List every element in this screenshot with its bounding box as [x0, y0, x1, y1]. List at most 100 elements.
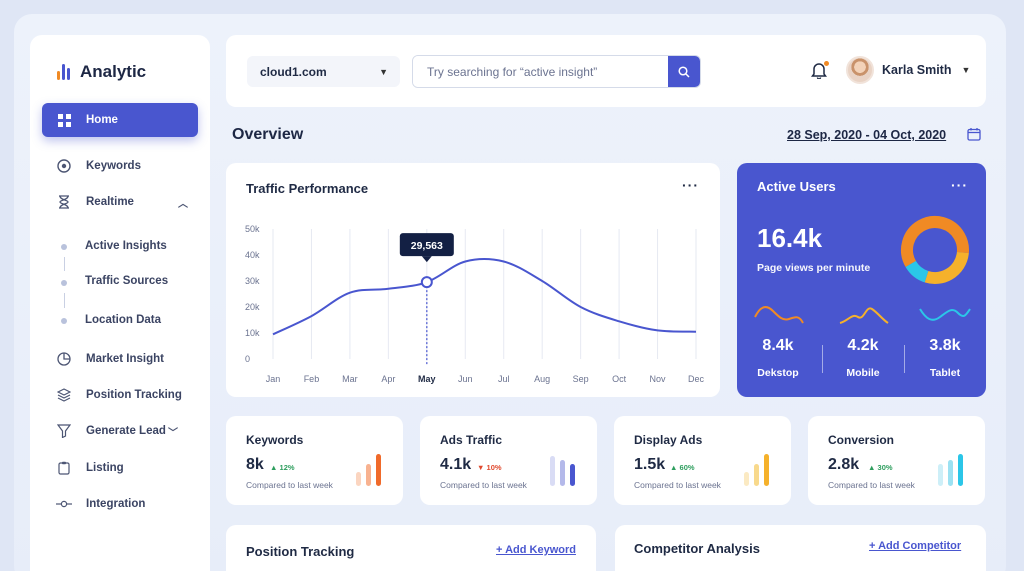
- stat-card-keywords: Keywords 8k ▲ 12% Compared to last week: [226, 416, 403, 505]
- user-name: Karla Smith: [882, 63, 952, 77]
- stat-card-display-ads: Display Ads 1.5k ▲ 60% Compared to last wee…: [614, 416, 791, 505]
- date-range[interactable]: 28 Sep, 2020 - 04 Oct, 2020: [787, 128, 947, 142]
- device-value: 4.2k: [847, 337, 879, 354]
- donut-slice-mobile: [901, 216, 969, 284]
- arrow-up-icon: ▲: [670, 463, 678, 472]
- stat-compare: Compared to last week: [246, 480, 333, 490]
- x-tick-label: Jul: [498, 374, 510, 384]
- card-title: Traffic Performance: [246, 181, 369, 196]
- card-title: Position Tracking: [246, 544, 355, 559]
- stat-name: Display Ads: [634, 433, 703, 447]
- stat-bar: [550, 456, 555, 486]
- sidebar-item-home[interactable]: Home: [42, 103, 198, 137]
- x-tick-label: Jan: [266, 374, 281, 384]
- stat-value: 1.5k: [634, 456, 666, 473]
- device-label: Dekstop: [757, 367, 799, 379]
- sidebar-item-listing[interactable]: Listing: [42, 451, 198, 485]
- stat-bars: [744, 454, 769, 486]
- notification-dot: [824, 61, 829, 66]
- traffic-performance-card: Traffic Performance ··· 0 10k 20k 30k 40k 50k…: [226, 163, 720, 397]
- add-competitor-link[interactable]: + Add Competitor: [869, 540, 962, 552]
- sidebar-sub-location-data[interactable]: Location Data: [85, 314, 162, 326]
- y-tick-label: 40k: [245, 250, 260, 260]
- tree-dot: [61, 280, 67, 286]
- stat-change-value: 12%: [279, 463, 295, 472]
- sidebar-item-market-insight[interactable]: Market Insight: [42, 342, 198, 376]
- sidebar-item-label: Generate Lead: [86, 425, 166, 437]
- x-tick-label: Apr: [381, 374, 395, 384]
- device-mobile: 4.2k Mobile: [828, 303, 898, 379]
- search-input[interactable]: [413, 56, 668, 87]
- user-menu[interactable]: Karla Smith ▼: [846, 56, 970, 84]
- search-icon: [678, 65, 690, 78]
- active-users-card: Active Users ··· 16.4k Page views per mi…: [737, 163, 986, 397]
- target-icon: [56, 158, 72, 174]
- sidebar-item-position-tracking[interactable]: Position Tracking: [42, 378, 198, 412]
- divider: [904, 345, 905, 373]
- stat-bar: [376, 454, 381, 486]
- stat-compare: Compared to last week: [440, 480, 527, 490]
- y-tick-label: 50k: [245, 224, 260, 234]
- layers-icon: [56, 387, 72, 403]
- sidebar-sub-active-insights[interactable]: Active Insights: [85, 240, 167, 252]
- top-bar: cloud1.com ▼ Karla Smith ▼: [226, 35, 986, 107]
- clipboard-icon: [56, 460, 72, 476]
- more-options-icon[interactable]: ···: [951, 177, 968, 193]
- stat-bars: [356, 454, 381, 486]
- x-tick-label: Oct: [612, 374, 627, 384]
- x-tick-label: Mar: [342, 374, 358, 384]
- competitor-analysis-card: Competitor Analysis + Add Competitor: [615, 525, 986, 571]
- calendar-icon[interactable]: [967, 127, 981, 141]
- app-name: Analytic: [80, 62, 147, 81]
- y-tick-label: 20k: [245, 302, 260, 312]
- stat-change: ▼ 10%: [477, 463, 502, 472]
- sidebar-item-realtime[interactable]: Realtime ︿: [42, 185, 198, 219]
- stat-change-value: 30%: [877, 463, 893, 472]
- funnel-icon: [56, 423, 72, 439]
- sidebar-item-keywords[interactable]: Keywords: [42, 149, 198, 183]
- chevron-down-icon: ﹀: [168, 427, 178, 439]
- x-tick-label: Dec: [688, 374, 705, 384]
- device-value: 8.4k: [762, 337, 794, 354]
- search-button[interactable]: [668, 56, 700, 87]
- notification-button[interactable]: [811, 61, 829, 81]
- sidebar-item-integration[interactable]: Integration: [42, 487, 198, 521]
- arrow-down-icon: ▼: [477, 463, 485, 472]
- app-logo[interactable]: Analytic: [57, 62, 146, 82]
- tooltip-pointer: [421, 256, 432, 263]
- card-title: Competitor Analysis: [634, 541, 760, 556]
- tooltip-box: [399, 233, 454, 257]
- stat-name: Conversion: [828, 433, 895, 447]
- add-keyword-link[interactable]: + Add Keyword: [496, 544, 576, 556]
- sidebar-item-label: Keywords: [86, 160, 141, 172]
- device-tablet: 3.8k Tablet: [910, 303, 980, 379]
- stat-name: Keywords: [246, 433, 304, 447]
- stat-name: Ads Traffic: [440, 433, 503, 447]
- arrow-up-icon: ▲: [868, 463, 876, 472]
- y-tick-label: 30k: [245, 276, 260, 286]
- search-box: [412, 55, 701, 88]
- tree-dot: [61, 318, 67, 324]
- stat-bar: [754, 464, 759, 486]
- domain-select[interactable]: cloud1.com ▼: [247, 56, 400, 87]
- sparkline-mobile: [839, 307, 889, 324]
- y-tick-label: 10k: [245, 328, 260, 338]
- tooltip-value: 29,563: [411, 240, 443, 252]
- divider: [822, 345, 823, 373]
- sidebar-item-generate-lead[interactable]: Generate Lead ﹀: [42, 414, 198, 448]
- stat-bars: [550, 454, 575, 486]
- avatar: [846, 56, 874, 84]
- device-label: Tablet: [929, 367, 961, 379]
- stat-value: 2.8k: [828, 456, 860, 473]
- chevron-up-icon: ︿: [178, 198, 188, 210]
- data-point-highlight: [420, 276, 433, 289]
- x-tick-label: Nov: [650, 374, 667, 384]
- sidebar-item-label: Realtime: [86, 196, 134, 208]
- sidebar-item-label: Position Tracking: [86, 389, 182, 401]
- logo-icon: [57, 64, 70, 80]
- tree-dot: [61, 244, 67, 250]
- x-tick-label: Aug: [534, 374, 550, 384]
- more-options-icon[interactable]: ···: [682, 177, 699, 193]
- sidebar-sub-traffic-sources[interactable]: Traffic Sources: [85, 275, 169, 287]
- sidebar-item-label: Integration: [86, 498, 146, 510]
